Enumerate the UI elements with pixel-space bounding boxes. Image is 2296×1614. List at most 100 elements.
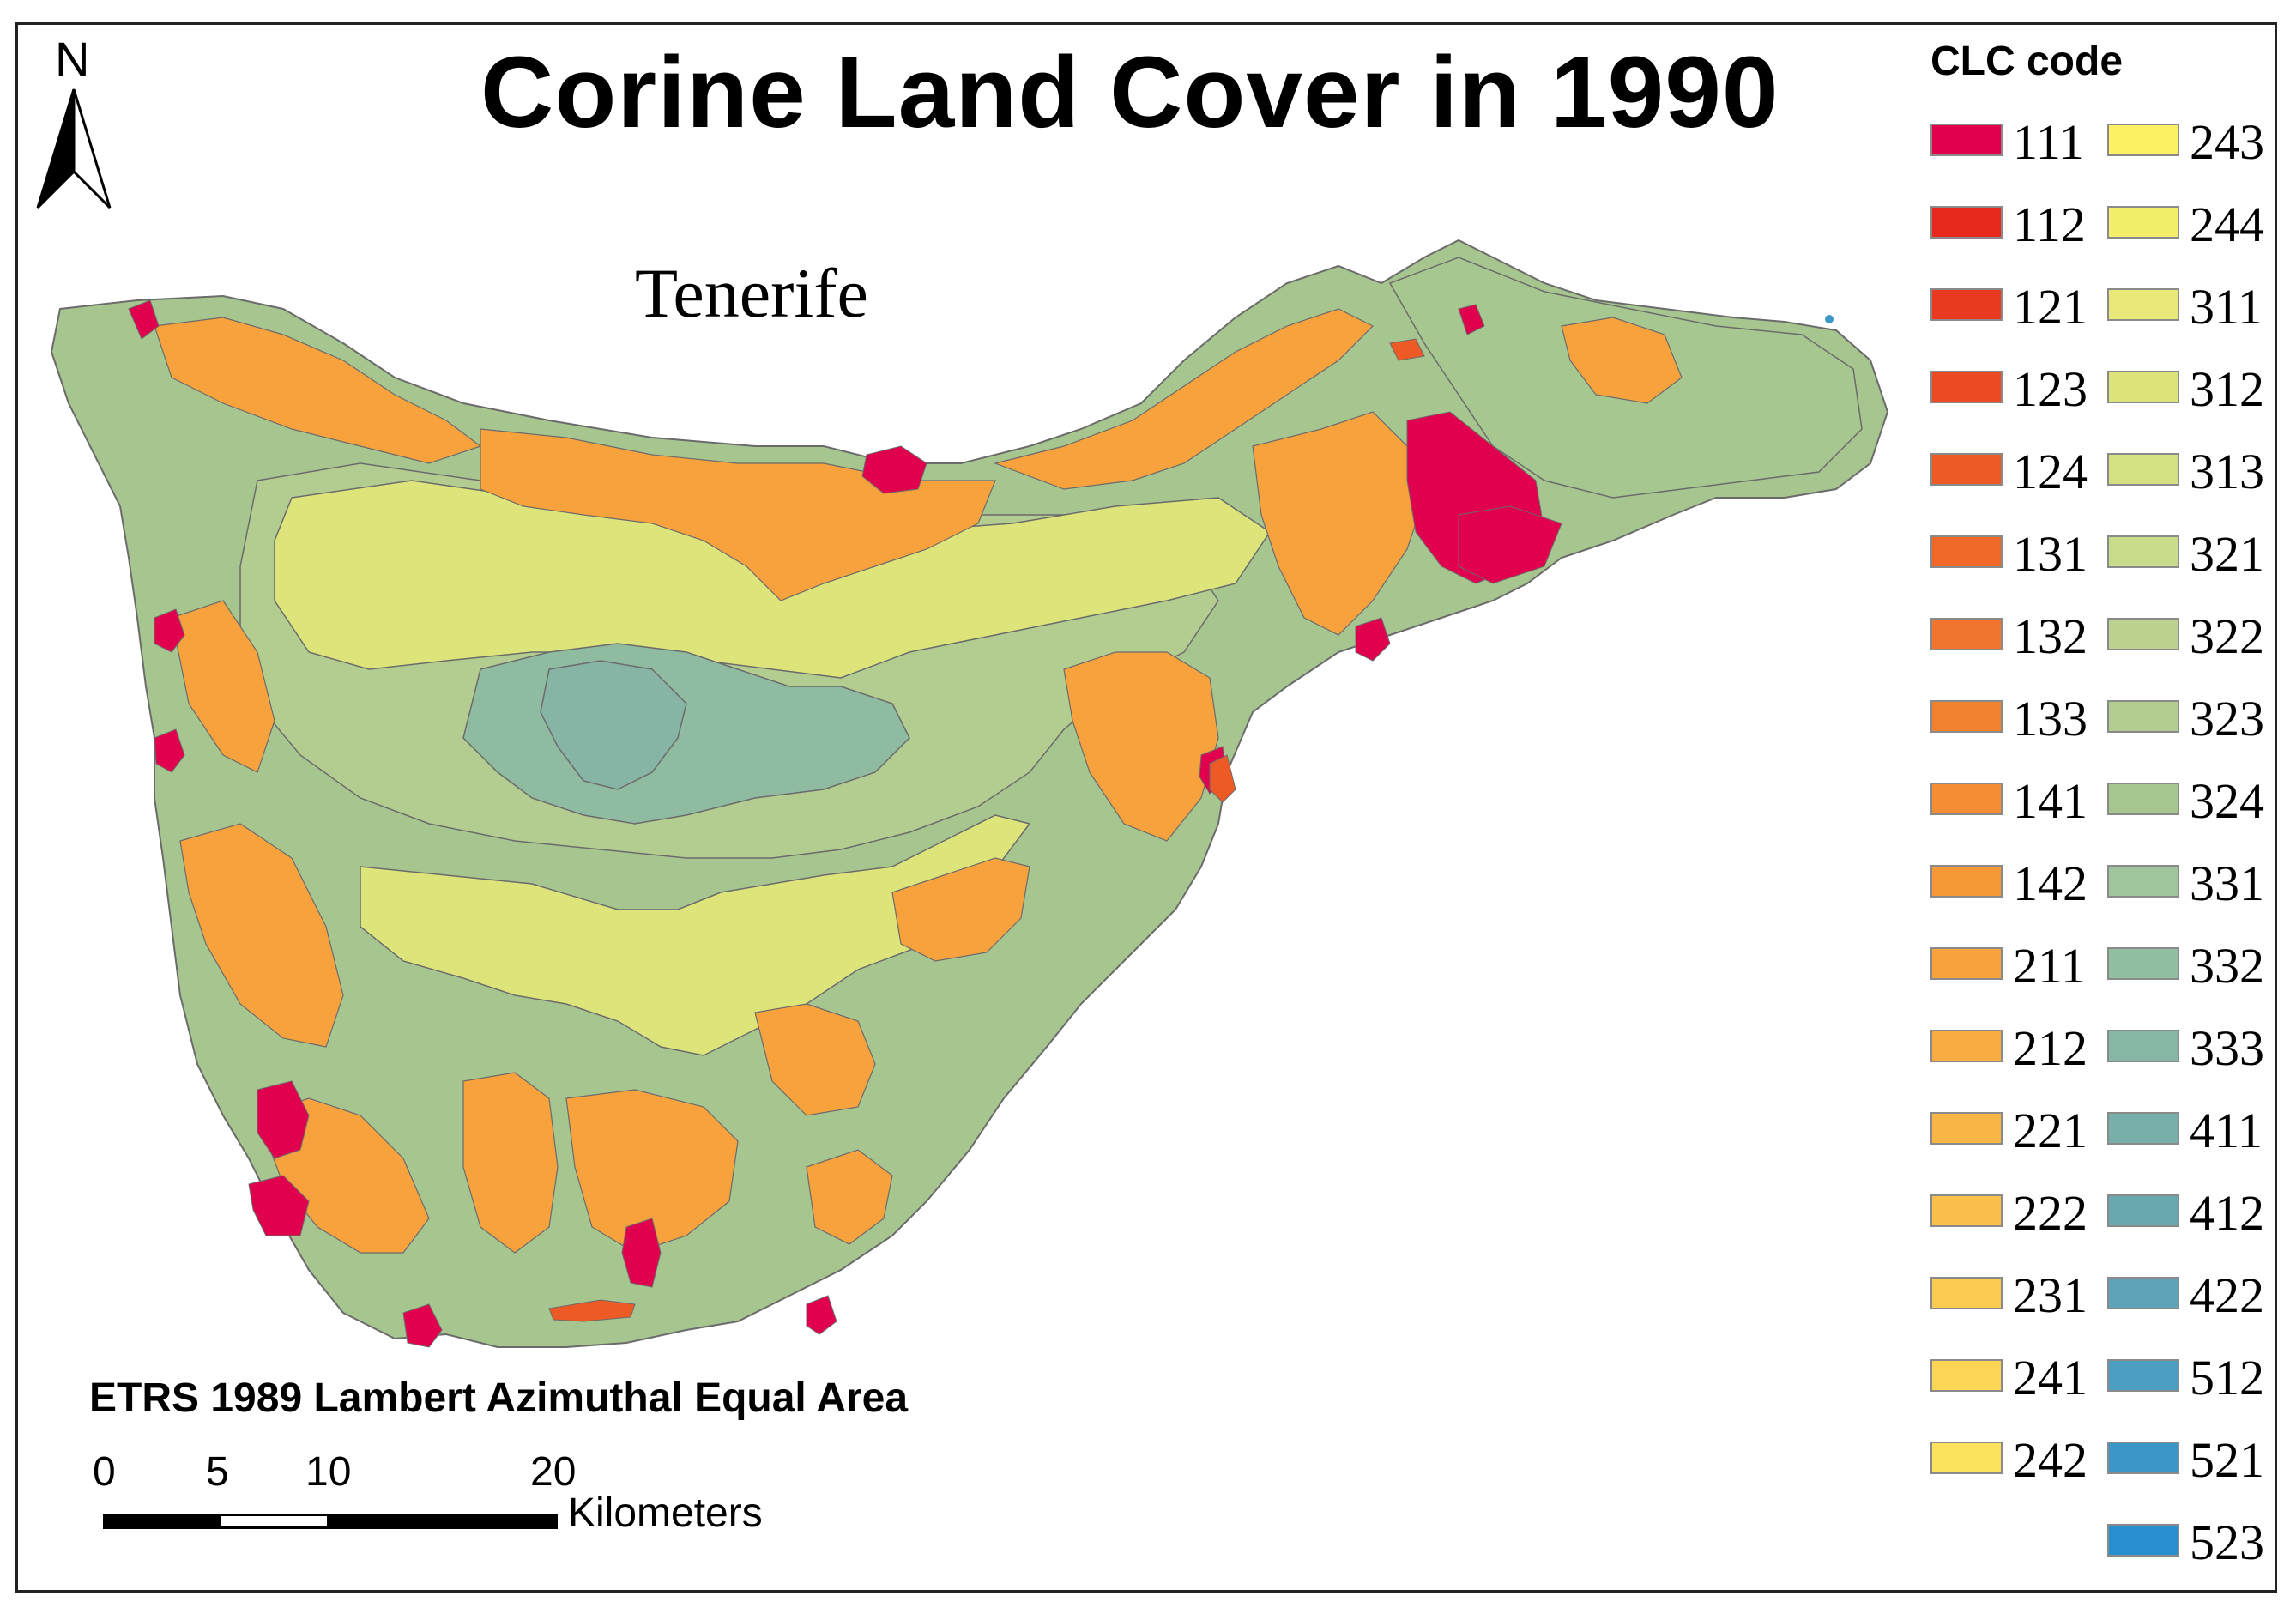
legend-swatch — [2107, 865, 2179, 898]
legend-item: 131 — [1930, 526, 2102, 590]
legend-swatch — [1930, 371, 2003, 403]
legend-item: 331 — [2107, 855, 2279, 920]
scale-segment-3 — [328, 1514, 558, 1529]
legend-swatch — [1930, 453, 2003, 486]
legend-swatch — [2107, 371, 2179, 403]
legend-swatch — [1930, 1442, 2003, 1474]
scale-tick-5: 5 — [206, 1449, 229, 1495]
legend-swatch — [1930, 1277, 2003, 1309]
legend-label: 132 — [2013, 608, 2088, 664]
industrial-areas — [548, 338, 1425, 1322]
legend-item: 332 — [2107, 938, 2279, 1002]
legend-swatch — [1930, 1194, 2003, 1227]
legend-label: 112 — [2013, 196, 2086, 252]
legend-swatch — [2107, 1112, 2179, 1145]
legend-item: 121 — [1930, 279, 2102, 343]
legend-item: 313 — [2107, 444, 2279, 508]
legend-label: 323 — [2190, 691, 2264, 747]
legend-swatch — [1930, 865, 2003, 898]
legend-item: 211 — [1930, 938, 2102, 1002]
legend-item: 231 — [1930, 1267, 2102, 1332]
legend-swatch — [2107, 1442, 2179, 1474]
legend-item: 324 — [2107, 773, 2279, 837]
legend-item: 521 — [2107, 1432, 2279, 1496]
legend-swatch — [1930, 947, 2003, 980]
urban-areas — [128, 299, 1562, 1348]
legend-label: 422 — [2190, 1267, 2264, 1323]
north-arrow-icon — [36, 88, 112, 209]
legend-label: 241 — [2013, 1350, 2088, 1405]
legend-swatch — [2107, 618, 2179, 650]
teide-core — [540, 660, 687, 790]
projection-label: ETRS 1989 Lambert Azimuthal Equal Area — [89, 1375, 909, 1421]
water-body — [1825, 315, 1834, 323]
legend-label: 131 — [2013, 526, 2088, 582]
legend-item: 212 — [1930, 1020, 2102, 1085]
legend-label: 512 — [2190, 1350, 2264, 1405]
legend-label: 243 — [2190, 114, 2264, 170]
legend-item: 323 — [2107, 691, 2279, 755]
legend-swatch — [1930, 1112, 2003, 1145]
legend-item: 422 — [2107, 1267, 2279, 1332]
legend-label: 313 — [2190, 444, 2264, 499]
legend-swatch — [2107, 206, 2179, 239]
legend-label: 331 — [2190, 855, 2264, 911]
legend-swatch — [2107, 1524, 2179, 1557]
legend-item: 512 — [2107, 1350, 2279, 1414]
legend-label: 142 — [2013, 855, 2088, 911]
legend-item: 244 — [2107, 196, 2279, 261]
scale-tick-20: 20 — [530, 1449, 577, 1495]
legend-label: 321 — [2190, 526, 2264, 582]
legend-label: 141 — [2013, 773, 2088, 829]
legend-item: 523 — [2107, 1514, 2279, 1579]
legend-label: 231 — [2013, 1267, 2088, 1323]
legend-item: 243 — [2107, 114, 2279, 178]
legend-swatch — [1930, 206, 2003, 239]
legend-item: 333 — [2107, 1020, 2279, 1085]
legend-label: 322 — [2190, 608, 2264, 664]
legend-swatch — [1930, 700, 2003, 733]
legend-item: 133 — [1930, 691, 2102, 755]
legend-label: 411 — [2190, 1103, 2263, 1158]
legend-label: 133 — [2013, 691, 2088, 747]
scale-tick-0: 0 — [93, 1449, 116, 1495]
legend-label: 244 — [2190, 196, 2264, 252]
legend-label: 123 — [2013, 361, 2088, 417]
legend-swatch — [2107, 700, 2179, 733]
legend-item: 321 — [2107, 526, 2279, 590]
legend-item: 124 — [1930, 444, 2102, 508]
legend-swatch — [1930, 124, 2003, 156]
legend-label: 324 — [2190, 773, 2264, 829]
legend-swatch — [2107, 947, 2179, 980]
legend-swatch — [2107, 288, 2179, 321]
island-label: Tenerife — [635, 254, 868, 332]
scale-segment-1 — [103, 1514, 220, 1529]
legend-label: 523 — [2190, 1514, 2264, 1570]
legend-label: 222 — [2013, 1185, 2088, 1241]
legend-item: 311 — [2107, 279, 2279, 343]
legend-swatch — [1930, 1359, 2003, 1392]
legend-swatch — [2107, 453, 2179, 486]
legend-label: 212 — [2013, 1020, 2088, 1076]
legend-label: 121 — [2013, 279, 2088, 335]
legend-swatch — [2107, 783, 2179, 815]
legend-item: 241 — [1930, 1350, 2102, 1414]
legend-swatch — [1930, 288, 2003, 321]
legend-item: 412 — [2107, 1185, 2279, 1249]
legend-label: 211 — [2013, 938, 2086, 994]
legend-swatch — [2107, 1359, 2179, 1392]
legend-item: 221 — [1930, 1103, 2102, 1167]
map-title: Corine Land Cover in 1990 — [480, 36, 1779, 149]
legend-item: 222 — [1930, 1185, 2102, 1249]
legend-title: CLC code — [1930, 39, 2124, 84]
legend-label: 124 — [2013, 444, 2088, 499]
legend-swatch — [2107, 1194, 2179, 1227]
legend-item: 112 — [1930, 196, 2102, 261]
legend-label: 111 — [2013, 114, 2084, 170]
north-label: N — [55, 32, 90, 86]
scale-tick-10: 10 — [305, 1449, 352, 1495]
scale-segment-2 — [218, 1514, 329, 1529]
legend-item: 142 — [1930, 855, 2102, 920]
legend-swatch — [2107, 535, 2179, 568]
